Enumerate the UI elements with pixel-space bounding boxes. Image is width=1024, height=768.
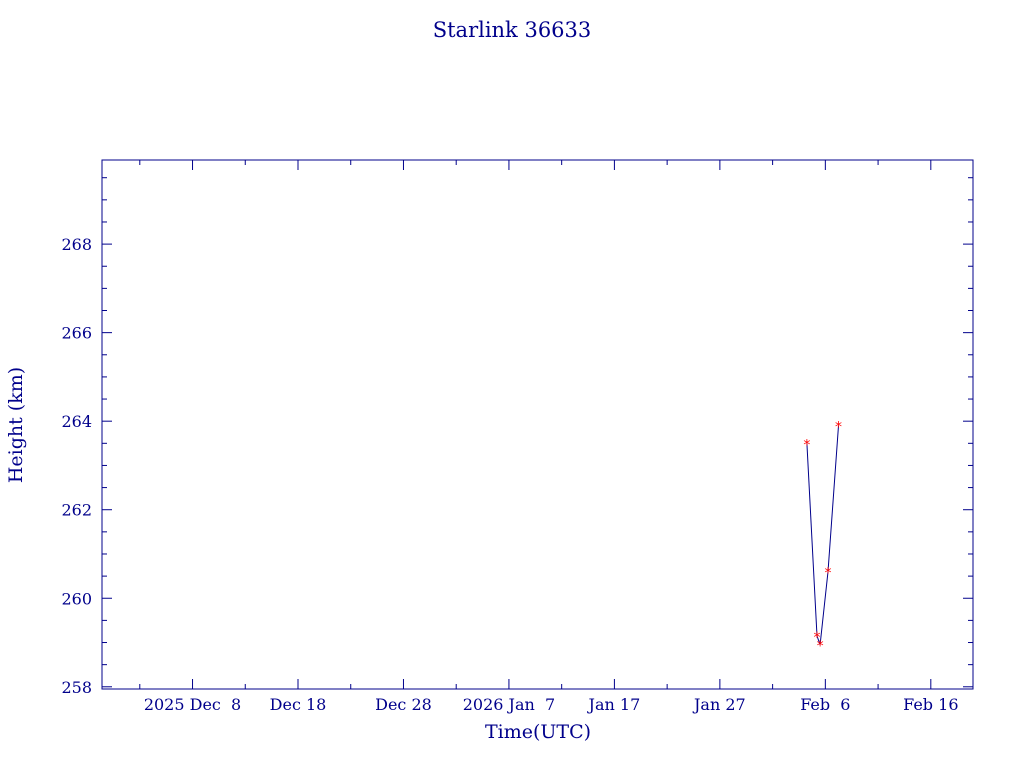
- data-point: *: [824, 566, 831, 582]
- data-point: *: [803, 437, 810, 453]
- x-tick-label: 2025 Dec 8: [144, 695, 241, 714]
- x-tick-label: Feb 16: [903, 695, 958, 714]
- y-axis-label: Height (km): [5, 367, 27, 483]
- y-tick-label: 258: [61, 678, 92, 697]
- series-line: [806, 425, 839, 645]
- y-tick-label: 264: [61, 412, 92, 431]
- x-tick-label: 2026 Jan 7: [463, 695, 555, 714]
- x-tick-label: Dec 28: [375, 695, 432, 714]
- x-tick-label: Jan 27: [692, 695, 746, 714]
- x-tick-label: Dec 18: [270, 695, 327, 714]
- x-tick-label: Feb 6: [800, 695, 850, 714]
- y-tick-label: 262: [61, 501, 92, 520]
- y-tick-label: 268: [61, 235, 92, 254]
- data-point: *: [813, 630, 820, 646]
- plot-area: 2025 Dec 8 Dec 18 Dec 28 2026 Jan 7 Jan 17 Ja…: [61, 159, 974, 714]
- data-point: *: [835, 420, 842, 436]
- x-tick-label: Jan 17: [587, 695, 641, 714]
- x-axis-label: Time(UTC): [485, 721, 591, 743]
- data-point: *: [817, 639, 824, 655]
- plot-frame: [101, 159, 974, 690]
- y-tick-label: 266: [61, 324, 92, 343]
- y-tick-label: 260: [61, 589, 92, 608]
- chart-title: Starlink 36633: [433, 18, 592, 42]
